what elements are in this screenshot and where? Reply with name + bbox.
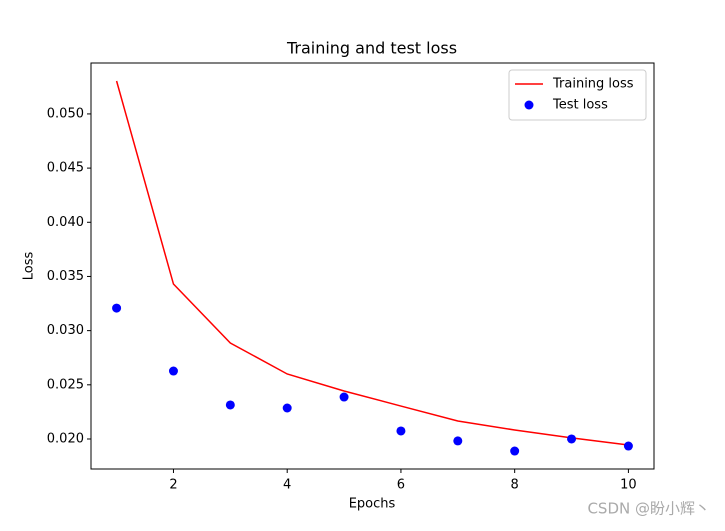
point [168, 366, 178, 376]
y-tick-label: 0.030 [47, 323, 84, 338]
y-axis-label: Loss [22, 252, 37, 281]
legend-label: Test loss [552, 98, 608, 113]
watermark: CSDN @盼小辉丶 [587, 500, 710, 518]
point [623, 441, 633, 451]
x-tick-label: 2 [169, 478, 177, 493]
y-tick-label: 0.035 [47, 269, 84, 284]
point [225, 400, 235, 410]
point [339, 392, 349, 402]
point [453, 436, 463, 446]
y-tick-label: 0.045 [47, 161, 84, 176]
legend-label: Training loss [552, 77, 634, 92]
y-tick-label: 0.050 [47, 106, 84, 121]
chart-title: Training and test loss [286, 39, 457, 58]
plot-frame [90, 62, 655, 470]
x-tick-label: 8 [511, 478, 519, 493]
point [282, 403, 292, 413]
legend-swatch [524, 100, 534, 110]
y-tick-label: 0.040 [47, 215, 84, 230]
point [396, 426, 406, 436]
x-tick-label: 6 [397, 478, 405, 493]
point [112, 303, 122, 313]
point [567, 434, 577, 444]
legend-box [508, 69, 647, 121]
y-tick-label: 0.020 [47, 431, 84, 446]
x-tick-label: 10 [620, 478, 637, 493]
point [510, 446, 520, 456]
x-tick-label: 4 [283, 478, 291, 493]
y-tick-label: 0.025 [47, 377, 84, 392]
line [115, 80, 629, 446]
x-axis-label: Epochs [349, 497, 396, 512]
